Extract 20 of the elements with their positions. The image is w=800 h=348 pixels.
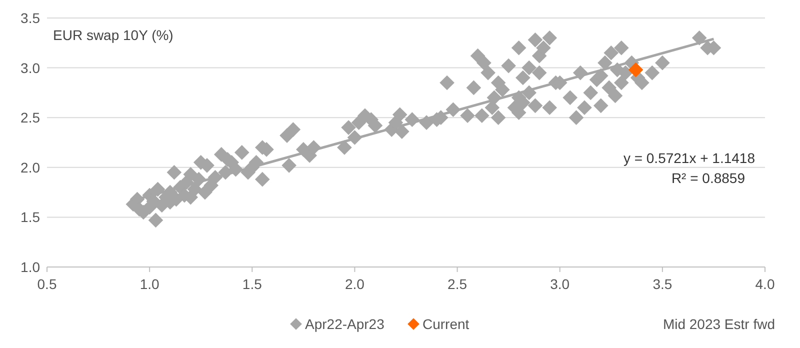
legend-label: Apr22-Apr23 [305,316,385,332]
x-tick-label: 1.0 [140,276,160,292]
x-tick-label: 1.5 [242,276,262,292]
x-tick-label: 2.0 [344,276,365,292]
y-axis-title: EUR swap 10Y (%) [53,27,174,43]
annotation: R² = 0.8859 [671,170,746,186]
legend-label: Current [422,316,470,332]
y-tick-label: 3.0 [20,60,40,76]
y-tick-label: 2.5 [20,110,40,126]
y-tick-label: 3.5 [20,10,40,26]
annotation: y = 0.5721x + 1.1418 [623,150,756,166]
x-tick-label: 4.0 [755,276,775,292]
x-tick-label: 2.5 [448,276,468,292]
x-axis-title: Mid 2023 Estr fwd [662,316,775,332]
x-tick-label: 3.0 [550,276,570,292]
y-tick-label: 1.0 [20,259,40,275]
y-tick-label: 1.5 [20,209,40,226]
x-tick-label: 0.5 [37,276,57,292]
y-tick-label: 2.0 [20,159,40,176]
x-tick-label: 3.5 [652,276,672,292]
